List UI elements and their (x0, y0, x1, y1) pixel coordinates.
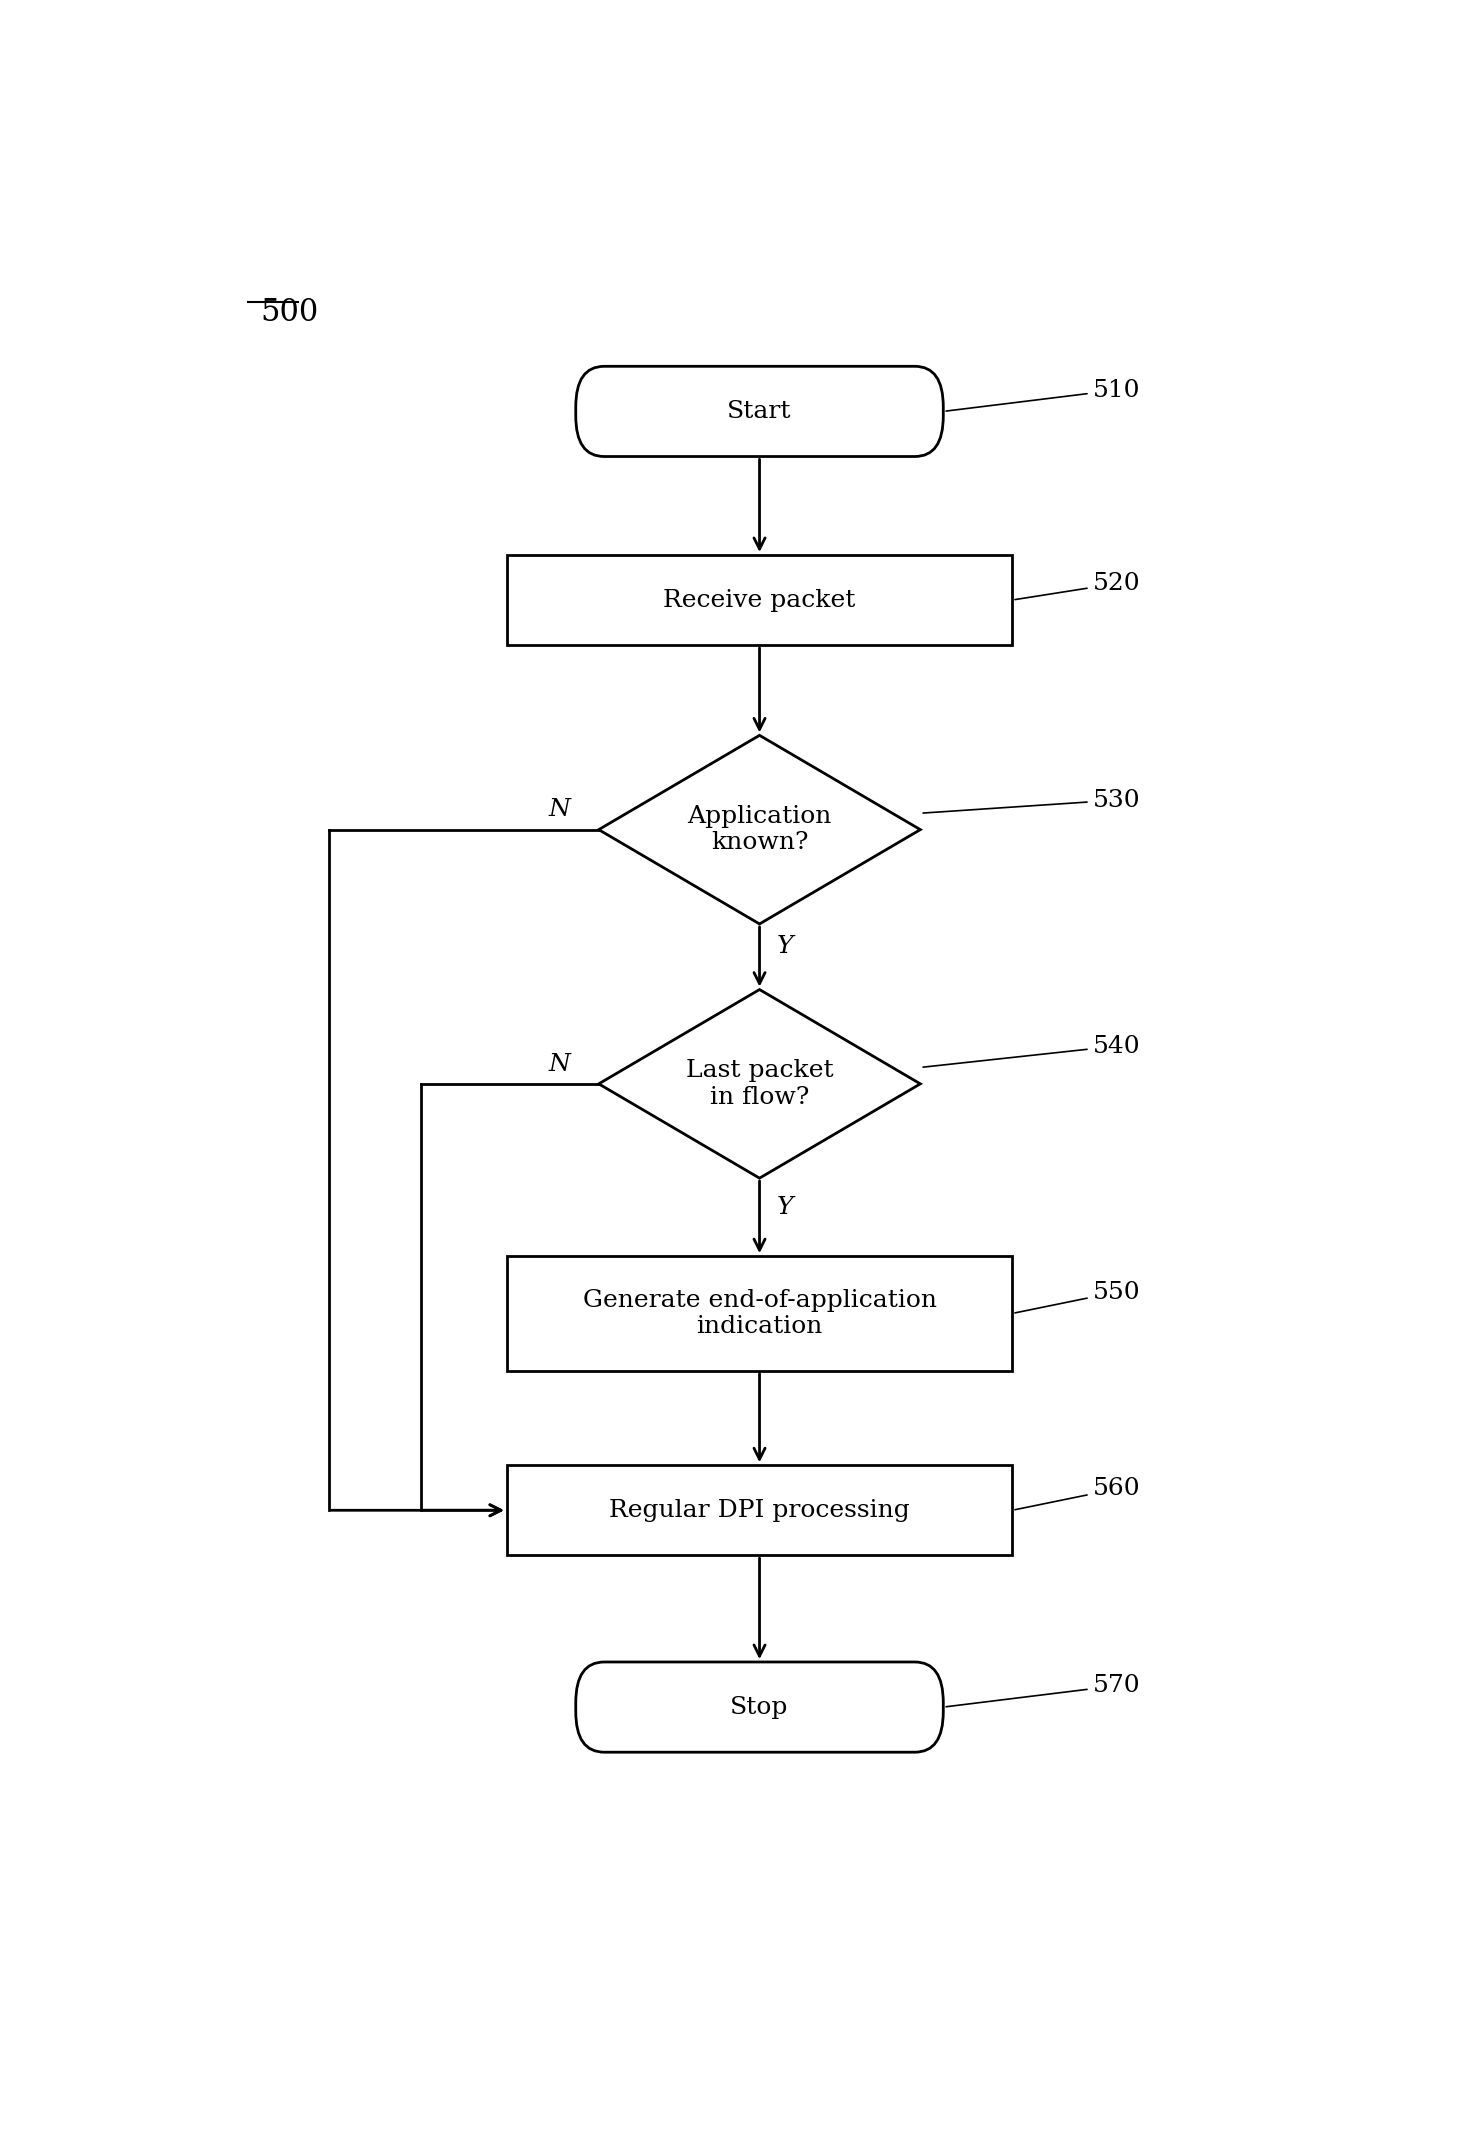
Text: Y: Y (777, 935, 793, 959)
FancyBboxPatch shape (507, 556, 1012, 645)
Text: Generate end-of-application
indication: Generate end-of-application indication (582, 1289, 937, 1338)
FancyBboxPatch shape (507, 1257, 1012, 1372)
Text: 500: 500 (259, 296, 319, 328)
Text: N: N (548, 1052, 571, 1076)
Text: 550: 550 (1015, 1280, 1140, 1312)
FancyBboxPatch shape (575, 1661, 943, 1753)
Text: 530: 530 (923, 788, 1140, 814)
Text: 540: 540 (923, 1035, 1140, 1067)
Text: Receive packet: Receive packet (664, 588, 855, 611)
Text: 560: 560 (1015, 1478, 1140, 1510)
Text: 510: 510 (946, 379, 1140, 411)
Text: N: N (548, 799, 571, 822)
Text: Last packet
in flow?: Last packet in flow? (686, 1059, 833, 1108)
Polygon shape (599, 735, 920, 924)
Text: 520: 520 (1015, 573, 1140, 599)
FancyBboxPatch shape (507, 1465, 1012, 1555)
Text: Start: Start (728, 400, 791, 424)
Text: Application
known?: Application known? (688, 805, 831, 854)
Text: 570: 570 (946, 1674, 1140, 1706)
Polygon shape (599, 990, 920, 1178)
Text: Stop: Stop (731, 1695, 788, 1719)
Text: Y: Y (777, 1195, 793, 1218)
FancyBboxPatch shape (575, 366, 943, 456)
Text: Regular DPI processing: Regular DPI processing (609, 1500, 910, 1521)
